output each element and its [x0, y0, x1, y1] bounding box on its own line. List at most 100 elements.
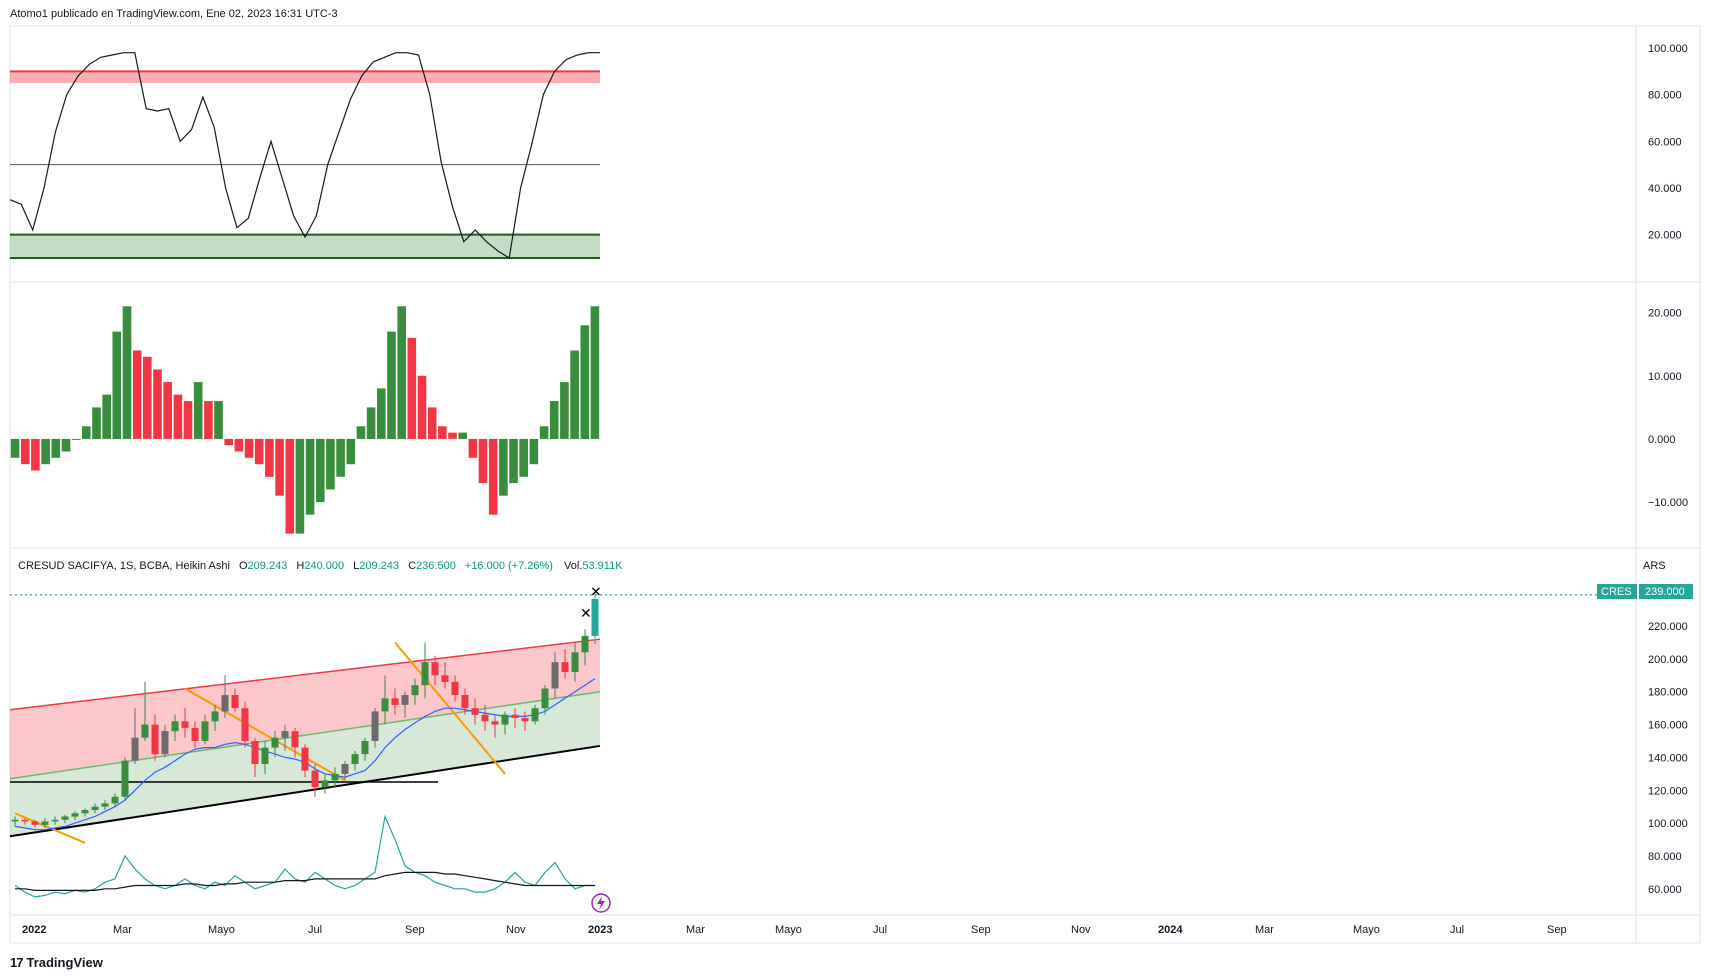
candle-body — [371, 711, 379, 741]
histogram-bar — [183, 401, 193, 439]
candle-body — [151, 724, 159, 755]
lightning-icon[interactable] — [591, 893, 611, 913]
candle-body — [271, 737, 279, 748]
candle-body — [81, 810, 89, 814]
oversold-band — [10, 234, 600, 258]
legend-low-value: 209.243 — [359, 560, 399, 572]
histogram-bar — [193, 382, 203, 439]
price-tag-symbol: CRES — [1601, 586, 1632, 598]
legend-high-label: H — [296, 560, 304, 572]
histogram-bar — [132, 350, 142, 439]
histogram-bar — [448, 432, 457, 439]
candle-body — [551, 662, 559, 689]
histogram-bar — [305, 438, 315, 515]
legend-close-label: C — [408, 560, 416, 572]
candle-body — [381, 698, 389, 712]
author-name[interactable]: Atomo1 — [10, 8, 48, 20]
histogram-bar — [336, 438, 345, 477]
candle-body — [411, 685, 419, 696]
candle-body — [431, 662, 439, 676]
histogram-bar — [21, 438, 30, 465]
candle-body — [461, 695, 469, 709]
histogram-bar — [549, 401, 559, 439]
histogram-bar — [478, 438, 488, 484]
legend-low-label: L — [353, 560, 359, 572]
candle-body — [61, 816, 69, 820]
x-tick-label: Mayo — [208, 924, 235, 936]
osc-tick-label: 80.000 — [1648, 90, 1682, 102]
histogram-bar — [570, 350, 579, 439]
legend-close-value: 236.500 — [416, 560, 456, 572]
histogram-bar — [82, 426, 91, 439]
histogram-bar — [10, 438, 20, 458]
x-tick-label: Nov — [1071, 924, 1091, 936]
candle-body — [401, 695, 409, 705]
x-tick-label: Jul — [308, 924, 322, 936]
histogram-bar — [488, 438, 498, 515]
price-tick-label: 160.000 — [1648, 720, 1688, 732]
candle-body — [421, 662, 429, 686]
histogram-bar — [173, 394, 183, 439]
brand-name: TradingView — [26, 955, 103, 970]
histogram-bar — [295, 438, 305, 534]
price-tag-symbol-bg — [1597, 584, 1637, 599]
candle-body — [91, 806, 99, 810]
candle-body — [41, 821, 49, 825]
publish-header: Atomo1 publicado en TradingView.com, Ene… — [10, 8, 338, 20]
candle-body — [231, 695, 239, 709]
x-tick-label: Mayo — [1353, 924, 1380, 936]
histogram-bar — [519, 438, 528, 477]
price-tick-label: 140.000 — [1648, 752, 1688, 764]
histogram-bar — [316, 438, 325, 503]
histogram-panel — [10, 306, 600, 534]
x-tick-label: Mar — [686, 924, 705, 936]
candle-body — [351, 754, 359, 764]
x-tick-label: Sep — [971, 924, 991, 936]
histogram-bar — [61, 438, 71, 452]
histogram-bar — [254, 438, 264, 465]
candle-body — [561, 662, 569, 673]
histogram-bar — [590, 306, 600, 439]
histogram-bar — [499, 438, 508, 496]
candle-body — [21, 819, 29, 822]
oscillator-y-axis: 100.000 80.000 60.000 40.000 20.000 — [1648, 43, 1688, 242]
histogram-bar — [285, 438, 295, 534]
trendline — [184, 687, 346, 782]
candle-body — [311, 770, 319, 787]
candle-body — [281, 731, 289, 738]
candle-body — [201, 721, 209, 741]
candle-body — [571, 652, 579, 672]
histogram-bar — [265, 438, 274, 477]
histogram-y-axis: 20.000 10.000 0.000 −10.000 — [1648, 308, 1688, 509]
candle-body — [391, 698, 399, 705]
panel-borders — [9, 25, 1701, 944]
candle-body — [491, 721, 499, 725]
candle-body — [321, 780, 329, 787]
currency-label: ARS — [1643, 560, 1666, 572]
candle-body — [541, 688, 549, 709]
candle-body — [511, 714, 519, 718]
histogram-bar — [377, 388, 386, 439]
histogram-bar — [41, 438, 50, 465]
x-tick-label: Sep — [1547, 924, 1567, 936]
x-marker-icon: ✕ — [590, 585, 602, 601]
histogram-bar — [387, 331, 396, 439]
candle-body — [331, 773, 339, 781]
x-tick-label: Mayo — [775, 924, 802, 936]
price-tick-label: 100.000 — [1648, 818, 1688, 830]
price-tick-label: 200.000 — [1648, 654, 1688, 666]
osc-tick-label: 20.000 — [1648, 230, 1682, 242]
price-tag: CRES 239.000 — [1597, 584, 1693, 599]
candle-body — [171, 721, 179, 732]
candle-body — [341, 764, 349, 774]
histogram-bar — [163, 382, 172, 439]
candle-body — [131, 737, 139, 761]
legend-open-value: 209.243 — [248, 560, 288, 572]
candle-body — [301, 747, 309, 771]
candle-body — [111, 796, 119, 804]
price-tick-label: 180.000 — [1648, 687, 1688, 699]
histogram-bar — [560, 382, 569, 439]
candle-body — [181, 721, 189, 728]
tradingview-brand[interactable]: ⁠17 TradingView — [10, 955, 103, 970]
